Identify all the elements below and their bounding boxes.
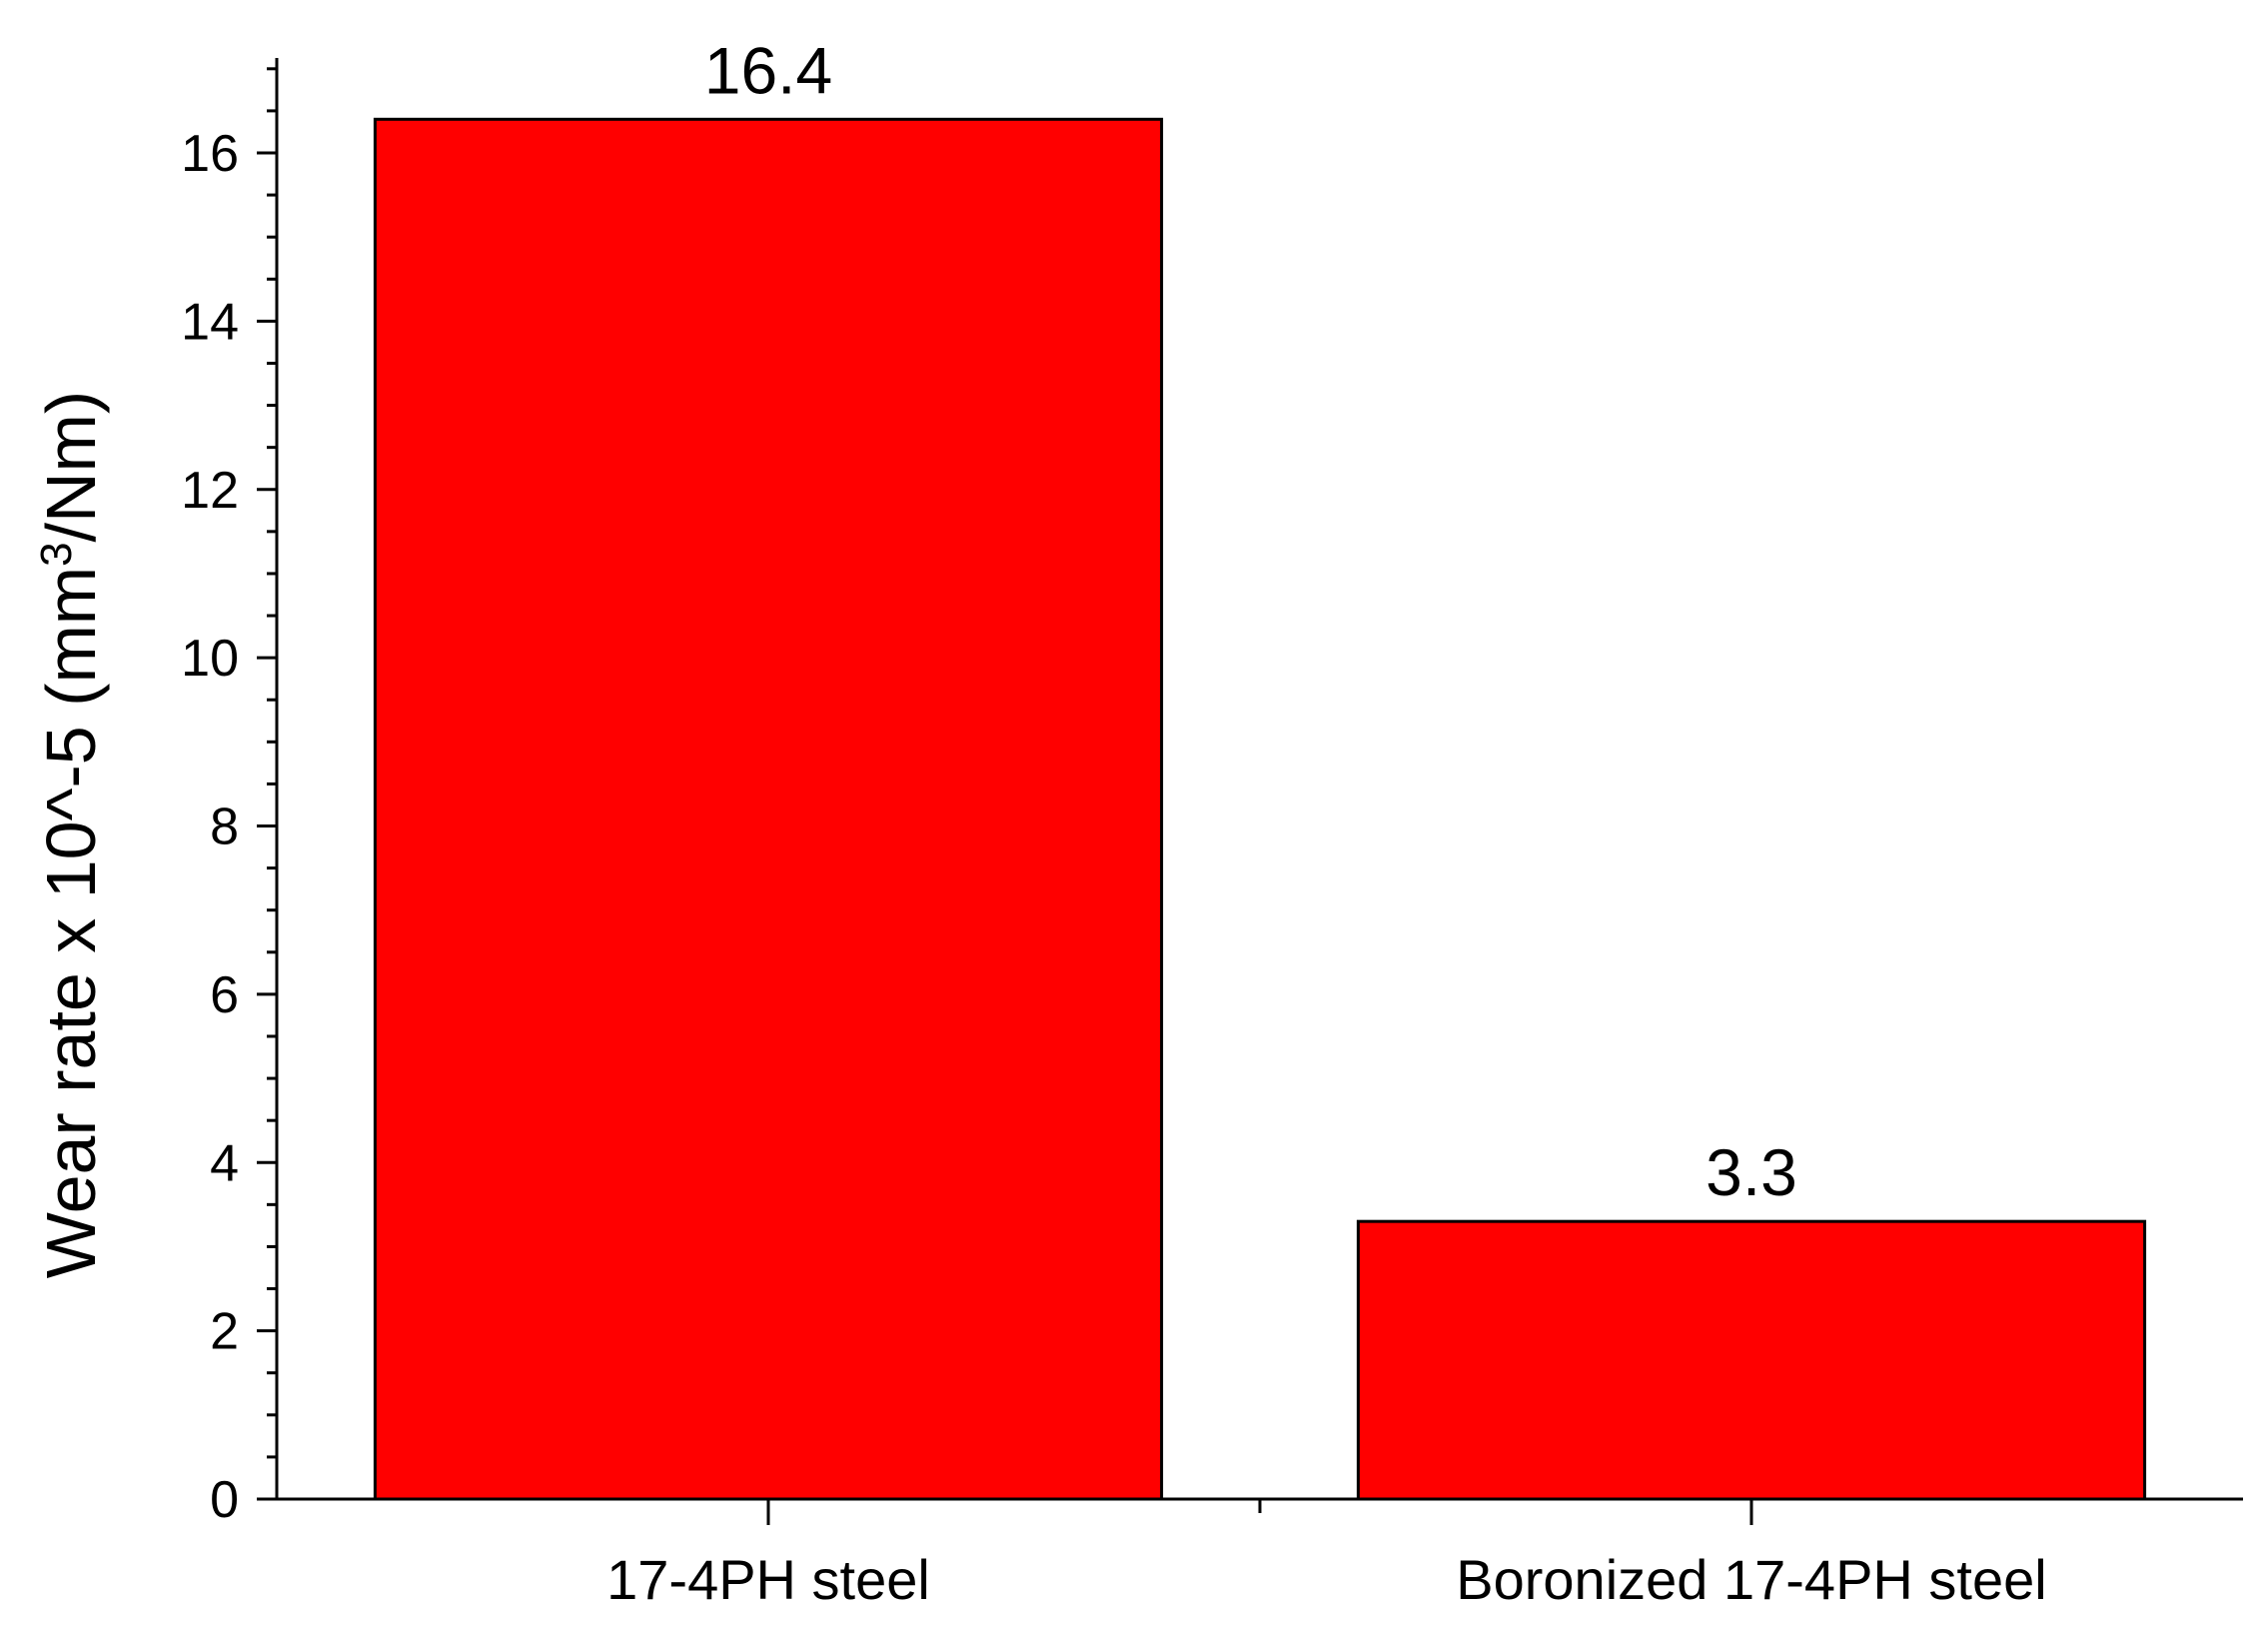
y-axis-title-main: Wear rate x 10^-5 (mm [32,567,110,1278]
x-category-label: 17-4PH steel [606,1548,930,1611]
y-tick-label: 12 [181,462,239,520]
bars-group [373,117,2147,1501]
y-tick-label: 16 [181,125,239,183]
y-axis-title: Wear rate x 10^-5 (mm3/Nm) [32,391,111,1278]
y-tick-label: 10 [181,630,239,688]
y-tick-label: 4 [210,1134,239,1192]
x-ticks-group: 17-4PH steel Boronized 17-4PH steel [606,1499,2047,1611]
bar-value-label-1: 3.3 [1705,1135,1797,1209]
y-tick-label: 2 [210,1303,239,1361]
bar-value-label-0: 16.4 [704,33,832,107]
x-category-label: Boronized 17-4PH steel [1456,1548,2046,1611]
y-ticks-group: 0 2 4 6 8 10 12 14 16 [181,67,277,1529]
y-tick-label: 6 [210,966,239,1024]
y-tick-label: 0 [210,1471,239,1529]
y-axis-title-superscript: 3 [32,542,81,566]
data-labels-group: 16.4 3.3 [704,33,1797,1209]
bar-1 [1356,1219,2147,1501]
y-axis-title-suffix: /Nm) [32,391,110,543]
bar-0 [373,117,1164,1501]
y-tick-label: 8 [210,799,239,856]
y-tick-label: 14 [181,293,239,351]
